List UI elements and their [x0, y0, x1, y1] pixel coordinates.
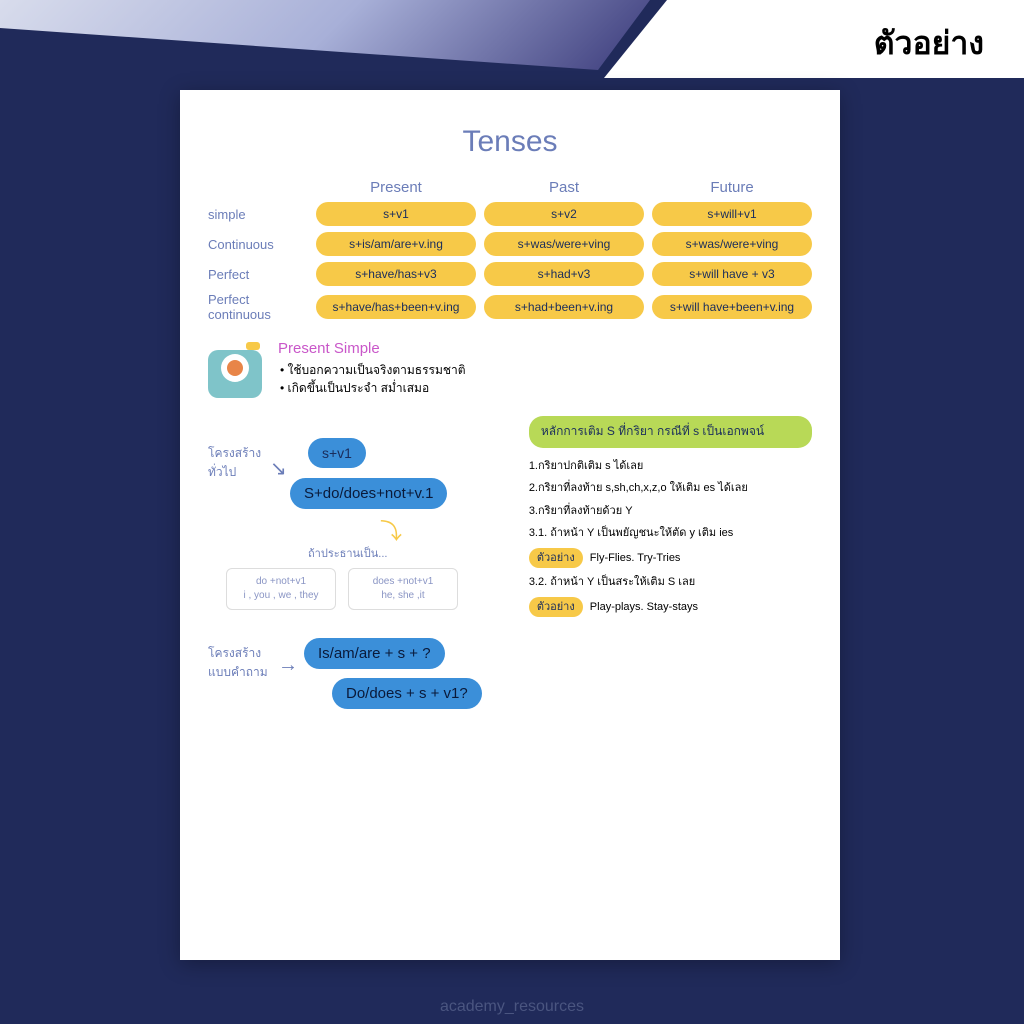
cell: s+v1 [316, 202, 476, 226]
arrow-down-icon: ⤵ [380, 514, 402, 546]
label-question: โครงสร้าง แบบคำถาม [208, 644, 268, 682]
banner-accent [0, 0, 650, 70]
cell: s+have/has+v3 [316, 262, 476, 286]
row-continuous: Continuous [208, 237, 308, 252]
present-simple-section: Present Simple ใช้บอกความเป็นจริงตามธรรม… [208, 340, 812, 398]
example-pill: ตัวอย่าง [529, 548, 583, 569]
rule-item: 1.กริยาปกติเติม s ได้เลย [529, 458, 812, 475]
arrow-icon: → [278, 654, 298, 677]
rules-column: หลักการเติม S ที่กริยา กรณีที่ s เป็นเอก… [529, 416, 812, 776]
cell: s+was/were+ving [652, 232, 812, 256]
example-row: ตัวอย่าง Play-plays. Stay-stays [529, 597, 812, 618]
section-title: Present Simple [278, 340, 812, 357]
structure-diagram: โครงสร้าง ทั่วไป ↘ s+v1 S+do/does+not+v.… [208, 416, 515, 776]
rule-item: 3.กริยาที่ลงท้ายด้วย Y [529, 503, 812, 520]
rules-header: หลักการเติม S ที่กริยา กรณีที่ s เป็นเอก… [529, 416, 812, 448]
top-banner: ตัวอย่าง [0, 0, 1024, 80]
cell: s+v2 [484, 202, 644, 226]
example-badge: ตัวอย่าง [874, 18, 984, 69]
pill-neg: S+do/does+not+v.1 [290, 478, 447, 509]
page-title: Tenses [208, 125, 812, 159]
cell: s+will+v1 [652, 202, 812, 226]
bullet: เกิดขึ้นเป็นประจำ สม่ำเสมอ [292, 379, 812, 397]
subject-label: ถ้าประธานเป็น... [308, 544, 387, 562]
label-general: โครงสร้าง ทั่วไป [208, 444, 261, 482]
example-pill: ตัวอย่าง [529, 597, 583, 618]
cell: s+will have+been+v.ing [652, 295, 812, 319]
cell: s+have/has+been+v.ing [316, 295, 476, 319]
pill-q1: Is/am/are + s + ? [304, 638, 445, 669]
pill-sv1: s+v1 [308, 438, 366, 468]
example-text: Play-plays. Stay-stays [590, 601, 698, 613]
col-present: Present [316, 179, 476, 196]
cell: s+had+been+v.ing [484, 295, 644, 319]
row-perfect: Perfect [208, 267, 308, 282]
camera-icon [208, 340, 266, 398]
document-page: Tenses Present Past Future simple s+v1 s… [180, 90, 840, 960]
cell: s+will have + v3 [652, 262, 812, 286]
pill-q2: Do/does + s + v1? [332, 678, 482, 709]
rule-item: 3.2. ถ้าหน้า Y เป็นสระให้เติม S เลย [529, 574, 812, 591]
lower-content: โครงสร้าง ทั่วไป ↘ s+v1 S+do/does+not+v.… [208, 416, 812, 776]
col-future: Future [652, 179, 812, 196]
watermark: academy_resources [440, 998, 584, 1016]
cell: s+had+v3 [484, 262, 644, 286]
rule-item: 3.1. ถ้าหน้า Y เป็นพยัญชนะให้ตัด y เติม … [529, 525, 812, 542]
arrow-icon: ↘ [270, 456, 287, 481]
cell: s+was/were+ving [484, 232, 644, 256]
rule-item: 2.กริยาที่ลงท้าย s,sh,ch,x,z,o ให้เติม e… [529, 480, 812, 497]
subject-box-singular: does +not+v1 he, she ,it [348, 568, 458, 610]
example-row: ตัวอย่าง Fly-Flies. Try-Tries [529, 548, 812, 569]
bullet: ใช้บอกความเป็นจริงตามธรรมชาติ [292, 361, 812, 379]
col-past: Past [484, 179, 644, 196]
row-simple: simple [208, 207, 308, 222]
tense-table: Present Past Future simple s+v1 s+v2 s+w… [208, 179, 812, 322]
example-text: Fly-Flies. Try-Tries [590, 552, 681, 564]
cell: s+is/am/are+v.ing [316, 232, 476, 256]
row-perfcont: Perfect continuous [208, 292, 308, 322]
subject-box-plural: do +not+v1 i , you , we , they [226, 568, 336, 610]
